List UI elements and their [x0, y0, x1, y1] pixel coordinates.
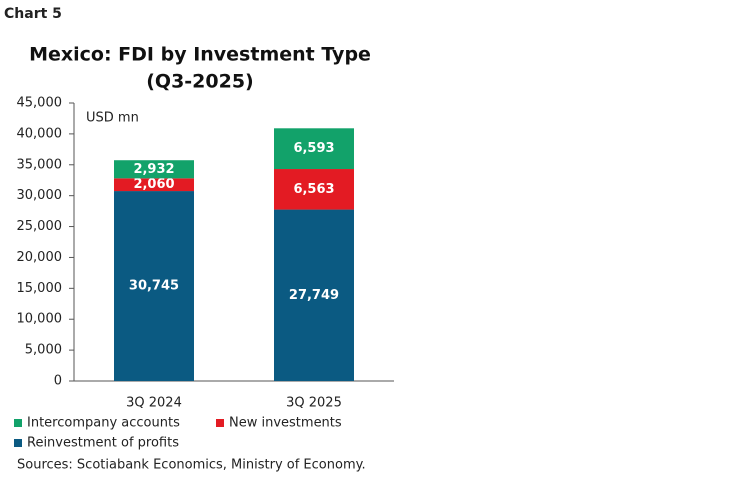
bar-segment — [114, 160, 194, 179]
y-tick-label: 5,000 — [25, 343, 62, 358]
bar-segment — [114, 178, 194, 192]
bar-segment — [274, 128, 354, 170]
y-tick-label: 45,000 — [17, 96, 63, 111]
data-label: 6,563 — [293, 182, 334, 197]
legend-swatch — [216, 419, 224, 427]
legend-label: Intercompany accounts — [27, 416, 180, 431]
chart-subtitle: (Q3-2025) — [146, 71, 254, 93]
legend-swatch — [14, 419, 22, 427]
chart-title: Mexico: FDI by Investment Type — [29, 44, 371, 66]
y-tick-label: 35,000 — [17, 157, 63, 172]
x-tick-label: 3Q 2024 — [126, 396, 182, 411]
y-tick-label: 10,000 — [17, 312, 63, 327]
legend-label: New investments — [229, 416, 342, 431]
bar-segment — [274, 209, 354, 381]
chart-label: Chart 5 — [4, 6, 62, 22]
source-note: Sources: Scotiabank Economics, Ministry … — [17, 458, 366, 473]
legend-swatch — [14, 439, 22, 447]
y-tick-label: 30,000 — [17, 188, 63, 203]
bar-segment — [274, 169, 354, 210]
y-tick-label: 25,000 — [17, 219, 63, 234]
y-tick-label: 40,000 — [17, 126, 63, 141]
data-label: 2,060 — [133, 177, 174, 192]
x-tick-label: 3Q 2025 — [286, 396, 342, 411]
data-label: 6,593 — [293, 141, 334, 156]
data-label: 30,745 — [129, 279, 179, 294]
data-label: 2,932 — [133, 162, 174, 177]
bar-segment — [114, 191, 194, 381]
y-tick-label: 20,000 — [17, 250, 63, 265]
y-tick-label: 15,000 — [17, 281, 63, 296]
y-axis-label: USD mn — [86, 111, 139, 126]
legend-label: Reinvestment of profits — [27, 436, 179, 451]
data-label: 27,749 — [289, 288, 339, 303]
y-tick-label: 0 — [54, 374, 62, 389]
